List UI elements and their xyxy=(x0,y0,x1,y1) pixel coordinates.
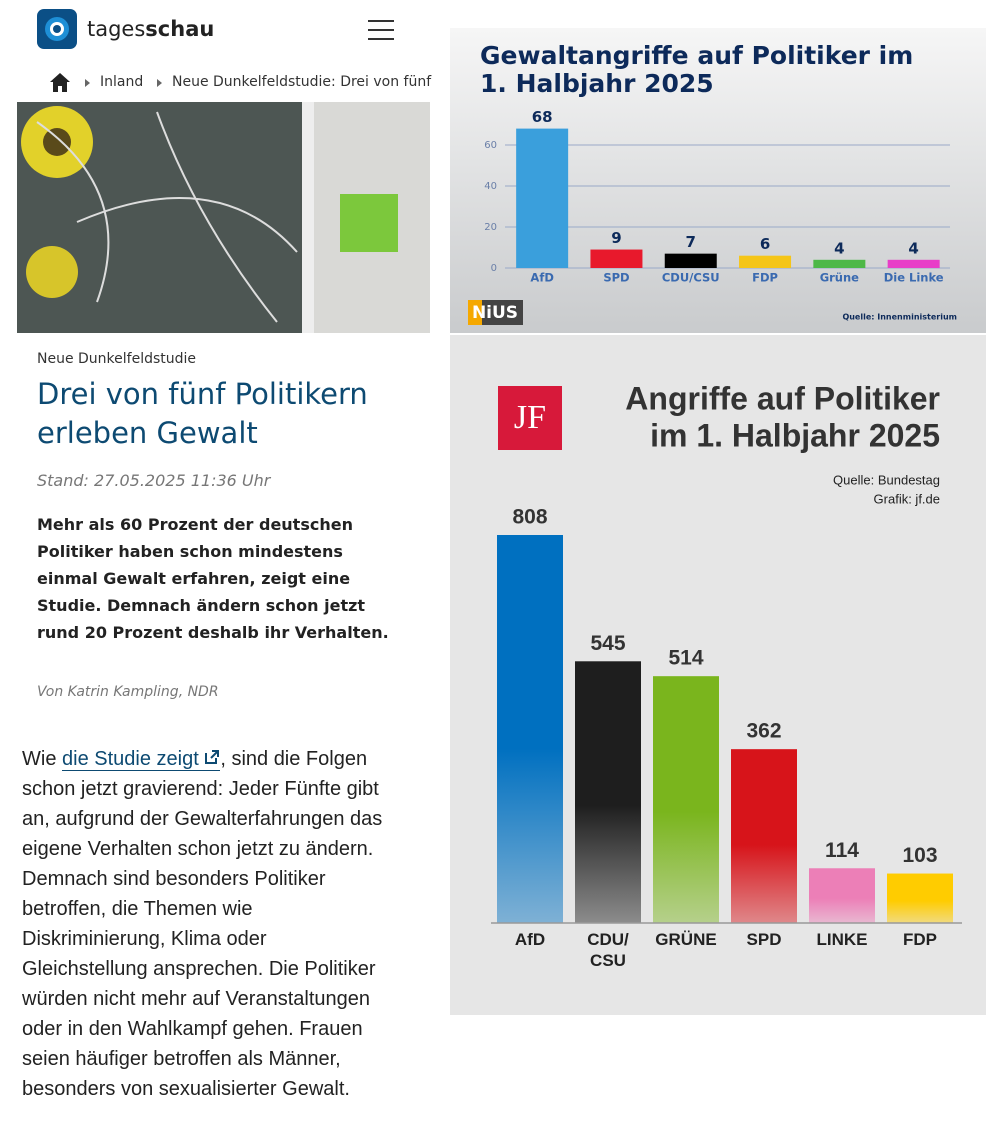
y-tick-label: 20 xyxy=(484,222,497,233)
body-line: Diskriminierung, Klima oder xyxy=(22,928,267,950)
bar xyxy=(887,873,953,923)
bar xyxy=(516,128,569,268)
x-tick-label: CDU/CSU xyxy=(662,271,720,285)
logo-text: NiUS xyxy=(472,303,518,323)
article-date: Stand: 27.05.2025 11:36 Uhr xyxy=(37,471,271,490)
x-tick-label: AfD xyxy=(530,271,553,285)
bar xyxy=(887,259,940,268)
source: Quelle: Bundestag xyxy=(833,472,940,487)
bar xyxy=(731,749,797,923)
brand[interactable]: tagesschau xyxy=(87,17,214,41)
menu-button[interactable] xyxy=(368,20,394,40)
logo[interactable] xyxy=(37,9,77,49)
bar xyxy=(739,255,792,268)
value-label: 362 xyxy=(746,720,781,743)
x-tick-label: AfD xyxy=(515,930,545,949)
value-label: 103 xyxy=(902,844,937,867)
logo-accent xyxy=(468,300,482,325)
value-label: 68 xyxy=(532,108,553,126)
breadcrumb-icons xyxy=(50,73,162,92)
y-tick-label: 60 xyxy=(484,140,497,151)
body-line: betroffen, die Themen wie xyxy=(22,898,253,920)
breadcrumb-item[interactable]: Neue Dunkelfeldstudie: Drei von fünf xyxy=(172,74,432,90)
x-tick-label: FDP xyxy=(903,930,937,949)
bar xyxy=(813,259,866,268)
value-label: 514 xyxy=(668,647,703,670)
y-tick-label: 40 xyxy=(484,181,497,192)
teaser-line: Mehr als 60 Prozent der deutschen xyxy=(37,515,353,534)
chart-title: 1. Halbjahr 2025 xyxy=(480,69,714,98)
brand-bold: schau xyxy=(145,17,215,41)
teaser-line: rund 20 Prozent deshalb ihr Verhalten. xyxy=(37,623,389,642)
bar xyxy=(590,249,643,268)
value-label: 808 xyxy=(512,506,547,529)
bar xyxy=(664,253,717,268)
x-tick-label: LINKE xyxy=(817,930,868,949)
body-line: Gleichstellung ansprechen. Die Politiker xyxy=(22,958,376,980)
value-label: 7 xyxy=(686,233,696,251)
article-kicker: Neue Dunkelfeldstudie xyxy=(37,351,197,367)
source: Quelle: Innenministerium xyxy=(842,313,957,322)
x-tick-label: FDP xyxy=(752,271,778,285)
x-tick-label: Grüne xyxy=(820,271,859,285)
body-line: besonders von sexualisierter Gewalt. xyxy=(22,1078,350,1100)
body-line: an, aufgrund der Gewalterfahrungen das xyxy=(22,808,383,830)
bar xyxy=(809,868,875,923)
x-tick-label: SPD xyxy=(747,930,782,949)
value-label: 4 xyxy=(908,239,918,257)
link-text: die Studie zeigt xyxy=(62,748,199,770)
brand-light: tages xyxy=(87,17,146,41)
chart-title: im 1. Halbjahr 2025 xyxy=(650,417,940,453)
article-author: Von Katrin Kampling, NDR xyxy=(37,684,219,700)
study-link[interactable]: die Studie zeigt xyxy=(62,748,221,771)
x-tick-label: SPD xyxy=(603,271,629,285)
chart-title: Angriffe auf Politiker xyxy=(625,380,940,416)
value-label: 4 xyxy=(834,239,844,257)
article-title: erleben Gewalt xyxy=(37,416,258,450)
article-title: Drei von fünf Politikern xyxy=(37,377,368,411)
logo-text: JF xyxy=(514,399,546,436)
article-image xyxy=(17,102,430,333)
breadcrumb-item[interactable]: Inland xyxy=(100,74,144,90)
value-label: 545 xyxy=(590,632,625,655)
body-line: würden nicht mehr auf Veranstaltungen xyxy=(22,988,370,1010)
x-tick-label: Die Linke xyxy=(884,271,944,285)
body-line: Demnach sind besonders Politiker xyxy=(22,868,326,890)
value-label: 114 xyxy=(825,839,859,862)
logo-box xyxy=(498,386,562,450)
x-tick-label: GRÜNE xyxy=(655,930,716,949)
source: Grafik: jf.de xyxy=(874,491,940,506)
body-text: Wie xyxy=(22,748,62,770)
body-text: , sind die Folgen xyxy=(220,748,368,770)
teaser-line: Politiker haben schon mindestens xyxy=(37,542,343,561)
teaser-line: einmal Gewalt erfahren, zeigt eine xyxy=(37,569,351,588)
body-line: schon jetzt gravierend: Jeder Fünfte gib… xyxy=(22,778,379,800)
y-tick-label: 0 xyxy=(491,263,497,274)
body-line: oder in den Wahlkampf gehen. Frauen xyxy=(22,1018,363,1040)
bar xyxy=(575,661,641,923)
chart-nius: Gewaltangriffe auf Politiker im1. Halbja… xyxy=(450,28,986,333)
external-icon xyxy=(205,750,220,764)
chart-title: Gewaltangriffe auf Politiker im xyxy=(480,41,913,70)
body-line: seien häufiger betroffen als Männer, xyxy=(22,1048,341,1070)
bar xyxy=(497,535,563,923)
teaser-line: Studie. Demnach ändern schon jetzt xyxy=(37,596,366,615)
x-tick-label: CDU/CSU xyxy=(587,930,629,970)
value-label: 6 xyxy=(760,235,770,253)
bar xyxy=(653,676,719,923)
body-line: Wie die Studie zeigt , sind die Folgen xyxy=(22,748,367,771)
value-label: 9 xyxy=(611,229,621,247)
body-line: eigene Verhalten schon jetzt zu ändern. xyxy=(22,838,374,860)
